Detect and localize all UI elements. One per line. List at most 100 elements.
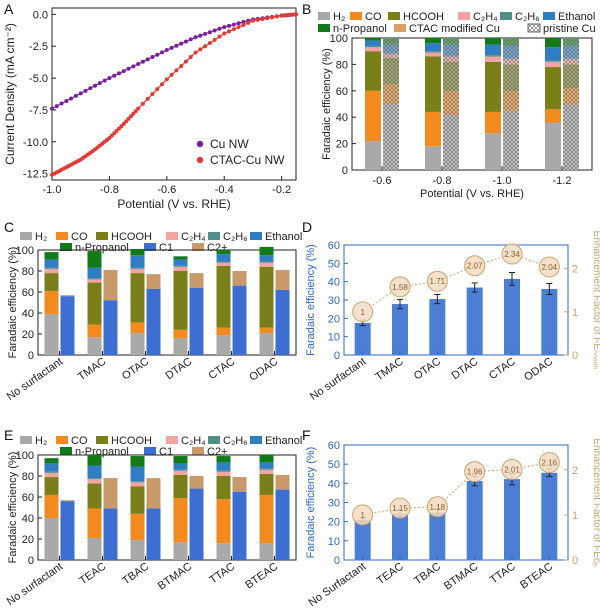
enhancement-label: 1.15 (392, 504, 408, 513)
stack-segment (87, 455, 102, 466)
panel-letter-B: B (302, 1, 311, 17)
stack-hatch (563, 45, 579, 58)
stack-hatch (563, 88, 579, 104)
data-point (207, 41, 212, 46)
data-point (73, 93, 78, 98)
data-point (231, 27, 236, 32)
y-axis-title: Faradaic efficiency (%) (7, 247, 19, 359)
data-point (274, 14, 279, 19)
fe-bar (354, 322, 371, 355)
series-line (51, 13, 297, 176)
panel-letter-A: A (4, 1, 14, 17)
legend-swatch (543, 12, 555, 20)
c1-bar (146, 508, 161, 560)
legend-swatch (458, 12, 470, 20)
data-point (174, 43, 179, 48)
legend-label: n-Propanol (75, 242, 129, 254)
c2plus-bar (60, 500, 75, 502)
x-tick-label: TMAC (76, 356, 108, 384)
enhancement-marker (352, 504, 374, 526)
y-tick-label: -7.5 (29, 105, 48, 117)
legend-label: CO (365, 11, 382, 23)
stack-segment (485, 56, 501, 62)
enhancement-marker (464, 255, 486, 277)
c1-bar (103, 508, 118, 560)
data-point (136, 62, 141, 67)
legend-swatch (192, 243, 204, 251)
legend-swatch (350, 12, 362, 20)
legend-label: H₂ (333, 11, 345, 23)
data-point (83, 88, 88, 93)
enhancement-label: 1.96 (467, 468, 483, 477)
enhancement-label: 2.04 (542, 263, 558, 272)
stack-segment (44, 494, 59, 518)
stack-hatch (383, 44, 399, 53)
stack-segment (87, 537, 102, 560)
x-tick-label: CTAC (206, 356, 237, 383)
legend-label: H₂ (35, 231, 47, 243)
stack-segment (87, 279, 102, 283)
legend-swatch (192, 447, 204, 455)
stack-hatch (503, 45, 519, 58)
data-point (155, 87, 160, 92)
stack-segment (485, 61, 501, 112)
stack-hatch (443, 44, 459, 56)
data-point (236, 21, 241, 26)
stack-segment (173, 470, 188, 475)
stack-segment (130, 456, 145, 467)
stack-segment (87, 465, 102, 479)
stack-segment (259, 266, 274, 328)
stack-segment (259, 332, 274, 355)
y-axis-title: Faradaic efficiency (%) (305, 447, 317, 559)
data-point (131, 111, 136, 116)
stack-segment (259, 469, 274, 474)
stack-hatch (383, 52, 399, 54)
stack-segment (425, 146, 441, 170)
x-tick-label: TTAC (207, 561, 237, 587)
stack-segment (130, 268, 145, 274)
y-tick-label: -12.5 (23, 169, 48, 181)
legend-swatch (388, 12, 400, 20)
x-tick-label: OTAC (120, 356, 151, 383)
y-axis-title: Faradaic efficiency (%) (321, 48, 333, 160)
stack-hatch (443, 90, 459, 115)
y2-axis-title: Enhancement Factor of FEₕₒₒₒₕ (591, 231, 600, 370)
stack-segment (44, 267, 59, 269)
stack-segment (259, 543, 274, 560)
data-point (227, 29, 232, 34)
x-tick-label: -1.0 (493, 175, 512, 187)
data-point (140, 59, 145, 64)
stack-hatch (383, 84, 399, 104)
enhancement-label: 1.71 (430, 277, 446, 286)
stack-segment (173, 456, 188, 464)
c1-bar (275, 489, 290, 560)
fe-bar (429, 299, 446, 355)
data-point (222, 25, 227, 30)
enhancement-label: 2.07 (467, 262, 483, 271)
data-point (50, 106, 54, 111)
stack-segment (173, 474, 188, 499)
stack-hatch (503, 38, 519, 46)
legend-label: C₂H₄ (473, 11, 498, 23)
data-point (231, 22, 236, 27)
stack-segment (44, 259, 59, 268)
stack-hatch (443, 55, 459, 57)
stack-hatch (503, 59, 519, 65)
y2-tick-label: 1 (572, 510, 578, 522)
fe-bar (466, 481, 483, 560)
y-tick-label: 10 (328, 536, 340, 548)
data-point (145, 96, 150, 101)
data-point (217, 34, 222, 39)
data-point (150, 55, 155, 60)
data-point (193, 50, 198, 55)
enhancement-label: 1 (360, 308, 365, 317)
x-tick-label: No surfactant (5, 561, 65, 608)
y-tick-label: 10 (328, 332, 340, 344)
y-tick-label: -2.5 (29, 41, 48, 53)
stack-segment (173, 338, 188, 355)
stack-hatch (443, 38, 459, 45)
c2plus-bar (60, 295, 75, 297)
y-tick-label: 0 (342, 165, 348, 177)
y-tick-label: 80 (22, 266, 34, 278)
